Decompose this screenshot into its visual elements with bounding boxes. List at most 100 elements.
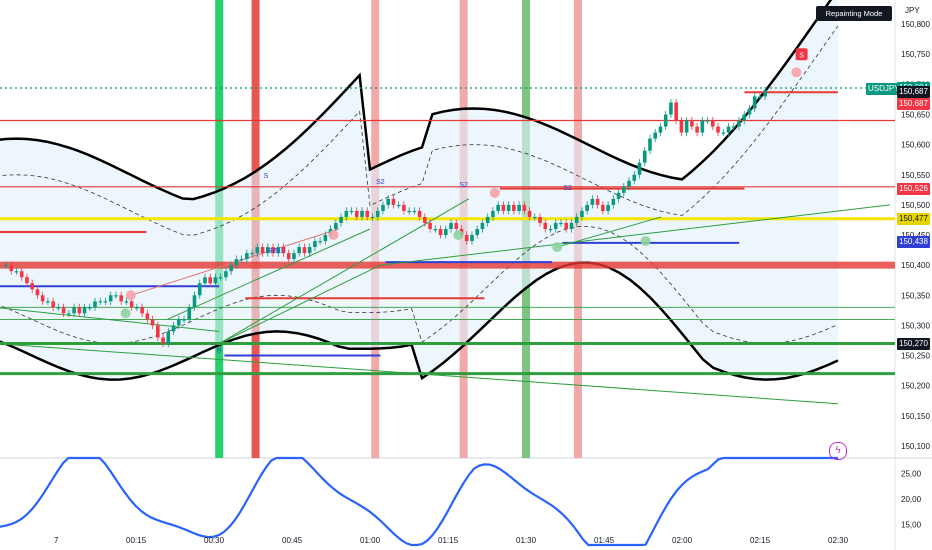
candle-body [255,247,260,254]
signal-circle [125,290,136,301]
candle-body [716,126,720,133]
candle-body [711,120,715,127]
candle-body [721,132,726,134]
candle-body [129,301,134,308]
candle-body [260,247,265,254]
envelope-upper [0,0,833,201]
price-tick: 150,450 [901,231,930,240]
candle-body [412,210,417,213]
candle-body [438,229,443,236]
candle-body [527,210,532,217]
price-badge: 150,438 [897,236,930,249]
candle-body [496,204,500,211]
candle-body [731,126,736,128]
candle-body [213,277,218,284]
candle-body [553,222,558,229]
candle-body [318,241,322,243]
candle-body [9,265,14,272]
candle-body [485,216,490,223]
price-tick: 150,100 [901,442,930,451]
candle-body [396,204,401,207]
candle-body [19,271,24,278]
candle-body [87,307,92,309]
oscillator-tick: 20,00 [901,495,922,504]
signal-circle [640,236,651,247]
candle-body [239,259,244,261]
candle-body [281,247,286,254]
candle-body [763,90,767,97]
candle-body [323,235,328,242]
candle-body [135,307,139,309]
candle-body [758,96,762,98]
candle-body [653,132,658,139]
candle-body [124,301,129,303]
candle-body [532,216,537,219]
candle-body [417,210,422,217]
candle-body [726,126,731,133]
price-badge: 150,687 [897,86,930,99]
candle-body [166,331,171,344]
candle-body [695,126,699,133]
candle-body [365,210,370,217]
candle-body [564,222,569,229]
trend-line [218,264,381,344]
time-tick: 02:30 [828,536,849,545]
trend-line [557,216,662,248]
candle-body [156,325,160,338]
oscillator-tick: 25,00 [901,469,922,478]
candle-body [82,307,87,314]
repaint-mode-badge: Repainting Mode Enabled [816,6,892,33]
price-tick: 150,150 [901,412,930,421]
candle-body [339,216,343,223]
signal-circle [489,187,500,198]
envelope-mid-upper [0,25,839,236]
candle-body [218,277,223,279]
symbol-tag[interactable]: USDJPY [866,83,902,95]
candle-body [428,222,432,229]
candle-body [611,198,616,205]
price-tick: 150,650 [901,111,930,120]
trend-line [0,343,839,405]
candle-body [334,222,338,229]
candle-body [386,198,390,205]
candle-body [4,265,8,267]
candle-body [585,204,589,211]
candle-body [14,271,19,273]
candle-body [433,229,438,231]
candle-body [423,216,427,223]
candle-body [208,277,212,284]
candle-body [679,120,684,133]
price-badge: 150,687 [897,98,930,111]
candle-body [119,295,123,302]
price-tick: 150,250 [901,352,930,361]
candle-body [25,277,29,284]
trend-line [166,228,371,320]
signal-label: B [217,348,222,355]
candle-body [145,313,150,320]
time-tick: 7 [54,536,59,545]
price-tick: 150,400 [901,261,930,270]
candle-body [569,222,574,229]
candle-body [642,150,647,163]
candle-body [506,204,511,211]
candle-body [182,319,186,321]
candle-body [114,295,118,297]
candle-body [663,114,668,127]
candle-body [93,301,97,308]
signal-label: S [264,173,269,180]
candle-body [176,319,181,326]
candle-body [302,247,307,254]
candle-body [464,235,469,242]
time-tick: 01:00 [360,536,381,545]
candle-body [98,301,103,303]
candle-body [375,210,380,217]
candle-body [548,229,553,231]
candle-body [391,198,396,205]
price-badge: 150,270 [897,337,930,350]
lightning-icon[interactable]: ϟ [829,442,847,460]
signal-circle [120,308,131,319]
candle-body [601,204,605,211]
candle-body [705,120,710,122]
candle-body [203,277,207,284]
